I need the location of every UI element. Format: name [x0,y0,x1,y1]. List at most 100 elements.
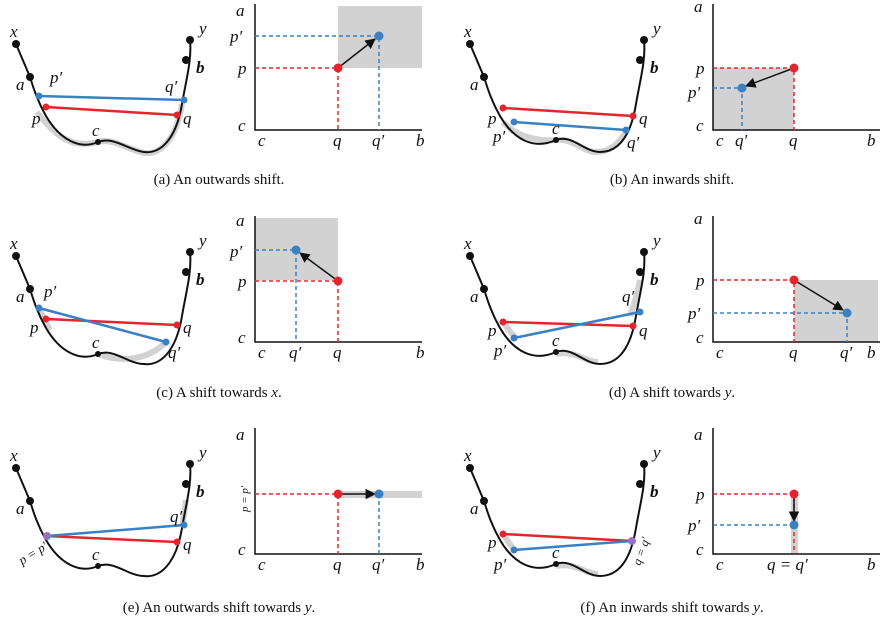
axis-label-c-y: c [696,328,704,347]
label-q-prime: q′ [168,343,181,362]
label-q: q [639,321,648,340]
label-p-prime: p′ [492,127,506,146]
axis-label-b: b [416,555,425,574]
axis-label-q: q [333,555,342,574]
label-c: c [552,543,560,562]
axis-label-p-prime: p′ [687,516,701,535]
label-x: x [9,446,18,465]
label-y: y [197,19,207,38]
axis-label-q-prime: q′ [735,131,748,150]
label-p: p [487,321,497,340]
label-q: q [639,109,648,128]
param-plot-e: a p = p′ c c q q′ b [236,425,425,574]
label-x: x [463,234,472,253]
axis-label-c-y: c [696,116,704,135]
curve-diagram-b: x y a b c p q p′ q′ [463,19,661,156]
label-q: q [183,535,192,554]
label-q-prime: q′ [165,77,178,96]
label-b: b [196,482,205,501]
label-x: x [9,22,18,41]
label-c: c [92,333,100,352]
axis-label-p-prime: p′ [229,27,243,46]
label-a: a [470,287,479,306]
label-b: b [650,270,659,289]
axis-label-b: b [867,343,876,362]
label-a: a [470,499,479,518]
axis-label-p: p [695,485,705,504]
axis-label-q: q [333,343,342,362]
axis-label-a: a [236,1,245,20]
label-b: b [650,482,659,501]
label-c: c [92,545,100,564]
label-a: a [16,499,25,518]
label-p-prime: p′ [43,282,57,301]
panel-b: x y a b c p q p′ q′ a p p′ c c q′ q b [463,0,880,156]
label-c: c [552,331,560,350]
axis-label-p-prime: p′ [687,304,701,323]
axis-label-a: a [694,425,703,444]
axis-label-q-eq: q = q′ [767,555,808,574]
label-x: x [463,22,472,41]
label-p: p [29,318,39,337]
label-y: y [651,443,661,462]
axis-label-b: b [867,131,876,150]
label-b: b [196,270,205,289]
axis-label-p: p [237,59,247,78]
axis-label-p-prime: p′ [229,242,243,261]
axis-label-q: q [789,343,798,362]
axis-label-b: b [867,555,876,574]
curve-diagram-a: x y a b c p′ q′ p q [9,19,207,157]
axis-label-q-prime: q′ [289,343,302,362]
curve-diagram-c: x y a b c p′ p q q′ [9,231,207,366]
axis-label-p: p [237,272,247,291]
panel-c: x y a b c p′ p q q′ a p′ p c c q′ q b [9,211,425,366]
panel-f: x y a b c p p′ q = q′ a p p′ c c q = q′ … [463,425,880,578]
param-plot-a: a p′ p c c q q′ b [229,1,425,150]
axis-label-p-prime: p′ [687,83,701,102]
label-b: b [196,58,205,77]
curve-diagram-d: x y a b c p q p′ q′ [463,231,661,366]
label-y: y [197,443,207,462]
label-p-prime: p′ [49,68,63,87]
axis-label-p-eq: p = p′ [239,485,251,513]
axis-label-a: a [236,425,245,444]
label-y: y [651,19,661,38]
axis-label-c-x: c [716,555,724,574]
axis-label-c-y: c [238,116,246,135]
axis-label-q-prime: q′ [840,343,853,362]
label-q: q [183,318,192,337]
axis-label-c-y: c [696,540,704,559]
axis-label-q: q [789,131,798,150]
label-y: y [651,231,661,250]
curve-diagram-e: x y a b c p = p′ q q′ [9,443,207,578]
axis-label-c-x: c [258,555,266,574]
label-y: y [197,231,207,250]
panel-e: x y a b c p = p′ q q′ a p = p′ c c q q′ … [9,425,425,578]
axis-label-q: q [333,131,342,150]
param-plot-c: a p′ p c c q′ q b [229,211,425,362]
caption-b: (b) An inwards shift. [610,172,734,188]
label-a: a [16,287,25,306]
axis-label-c-y: c [238,328,246,347]
label-c: c [92,121,100,140]
axis-label-a: a [694,209,703,228]
panel-a: x y a b c p′ q′ p q a p′ p c c q q′ b [9,1,425,157]
axis-label-b: b [416,131,425,150]
axis-label-q-prime: q′ [372,131,385,150]
axis-label-a: a [236,211,245,230]
label-q: q [183,109,192,128]
panel-d: x y a b c p q p′ q′ a p p′ c c q q′ b [463,209,880,366]
label-a: a [470,75,479,94]
label-p: p [31,109,41,128]
param-plot-b: a p p′ c c q′ q b [687,0,880,150]
axis-label-q-prime: q′ [372,555,385,574]
label-x: x [9,234,18,253]
label-b: b [650,58,659,77]
axis-label-c-x: c [716,343,724,362]
caption-e: (e) An outwards shift towards y. [123,600,315,616]
param-plot-d: a p p′ c c q q′ b [687,209,880,362]
label-p-prime: p′ [493,555,507,574]
label-a: a [16,75,25,94]
curve-diagram-f: x y a b c p p′ q = q′ [463,443,661,578]
